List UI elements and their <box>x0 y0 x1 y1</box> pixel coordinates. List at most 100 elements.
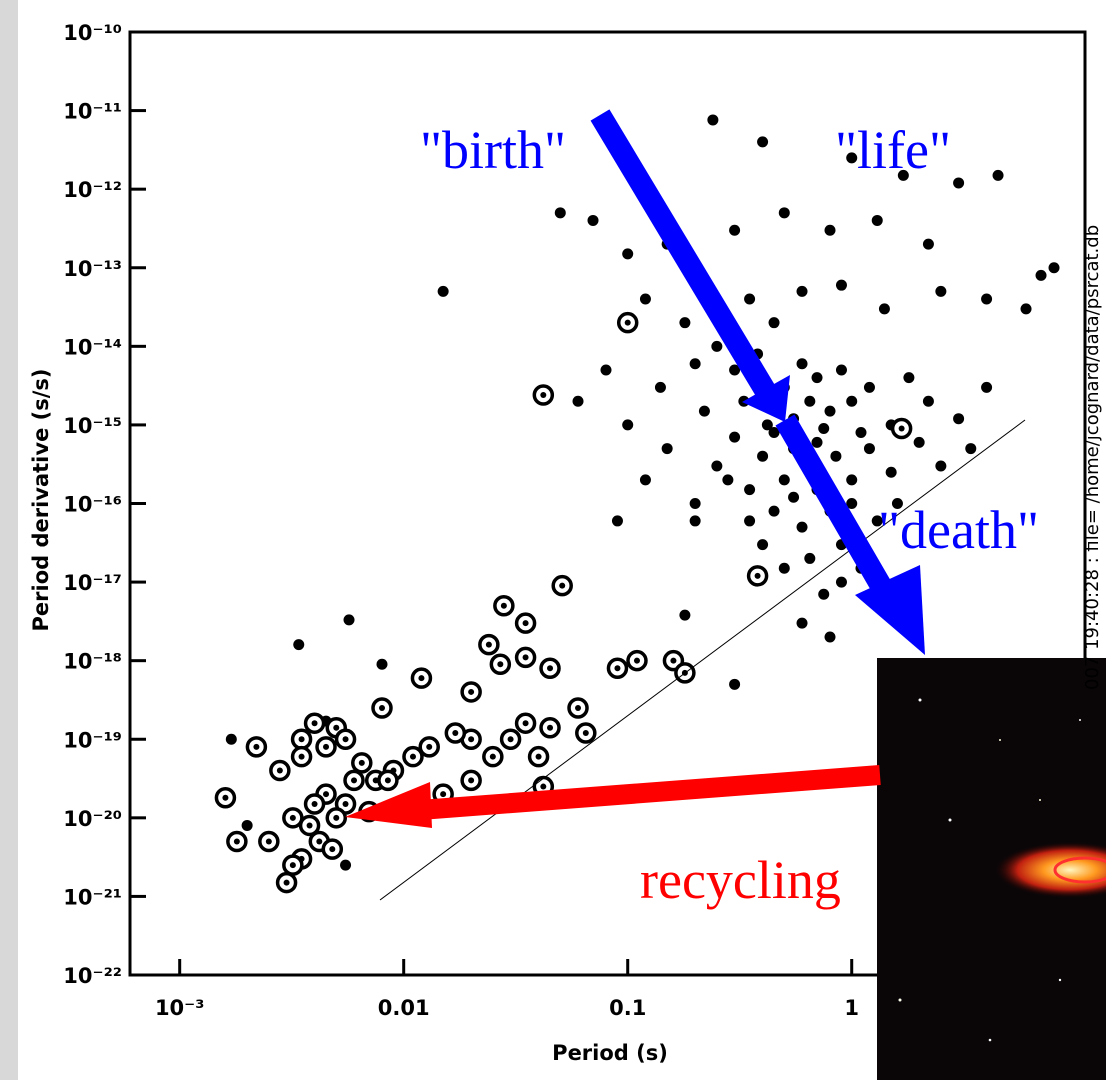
pulsar <box>761 419 773 431</box>
pulsar <box>744 484 756 496</box>
ring-center <box>311 800 318 807</box>
annotation: recycling <box>640 850 841 910</box>
pulsar <box>241 819 253 831</box>
ring-center <box>633 657 640 664</box>
pulsar <box>878 303 890 315</box>
binary-pulsar <box>343 769 365 792</box>
ring-center <box>323 743 330 750</box>
binary-pulsar <box>890 417 913 440</box>
binary-pulsar <box>275 871 298 894</box>
binary-pulsar <box>371 697 393 719</box>
pulsar <box>729 431 741 443</box>
pulsar <box>600 364 612 376</box>
ring-center <box>276 767 283 774</box>
pulsar <box>711 460 723 472</box>
pulsar <box>992 169 1004 181</box>
binary-pulsar <box>539 717 561 739</box>
binary-pulsar <box>551 574 573 597</box>
y-tick-label: 10⁻¹⁸ <box>63 650 122 674</box>
pulsar <box>811 436 823 448</box>
nebula-image <box>877 658 1106 1080</box>
pulsar <box>835 279 847 291</box>
y-tick-label: 10⁻¹⁵ <box>63 414 122 438</box>
pulsar <box>679 609 691 621</box>
ring-center <box>522 720 529 727</box>
ring-center <box>535 753 542 760</box>
ring-center <box>418 675 425 682</box>
ring-center <box>468 688 475 695</box>
binary-pulsar <box>567 697 589 719</box>
ring-center <box>333 724 340 731</box>
pulsar <box>757 539 769 551</box>
pulsar <box>711 340 723 352</box>
pulsar <box>778 207 790 219</box>
ring-center <box>547 724 554 731</box>
binary-pulsar <box>532 384 555 406</box>
ring-center <box>582 730 589 737</box>
binary-pulsar <box>214 787 237 809</box>
pulsar <box>863 443 875 455</box>
binary-pulsar <box>226 830 248 853</box>
pulsar <box>811 372 823 384</box>
ring-center <box>378 704 385 711</box>
ring-center <box>614 665 621 672</box>
pulsar <box>953 177 965 189</box>
binary-pulsar <box>282 854 304 876</box>
death-arrow <box>775 414 905 616</box>
pulsar <box>768 505 780 517</box>
pulsar <box>679 317 691 329</box>
pulsar <box>729 364 741 376</box>
binary-pulsar <box>606 657 629 680</box>
pulsar <box>804 395 816 407</box>
binary-pulsar <box>746 565 769 587</box>
pulsar <box>863 381 875 393</box>
annotation: "life" <box>835 120 951 180</box>
ring-center <box>351 777 358 784</box>
binary-pulsar <box>460 769 482 792</box>
ring-center <box>289 814 296 821</box>
birth-arrow <box>590 109 775 396</box>
pulsar <box>340 859 352 871</box>
ring-center <box>329 846 336 853</box>
binary-pulsar <box>334 728 357 750</box>
pulsar <box>778 474 790 486</box>
y-tick-label: 10⁻¹⁰ <box>63 21 122 45</box>
pulsar <box>830 450 842 462</box>
pulsar <box>689 358 701 370</box>
binary-pulsar <box>315 736 337 758</box>
arrow-head <box>742 375 790 422</box>
binary-pulsar <box>478 633 500 656</box>
ring-center <box>253 743 260 750</box>
y-tick-label: 10⁻²¹ <box>63 885 122 909</box>
pulsar <box>1048 262 1060 274</box>
pulsar <box>639 293 651 305</box>
pulsar <box>768 317 780 329</box>
pulsar <box>953 413 965 425</box>
ring-center <box>670 657 677 664</box>
pulsar <box>225 733 237 745</box>
ring-center <box>898 425 905 432</box>
ring-center <box>497 661 504 668</box>
binary-pulsar <box>514 712 537 734</box>
binary-pulsar <box>351 752 373 774</box>
binary-pulsar <box>321 838 344 860</box>
pulsar <box>611 515 623 527</box>
pulsar <box>965 443 977 455</box>
binary-pulsar <box>298 814 321 837</box>
binary-pulsar <box>460 681 482 703</box>
pulsar <box>1020 303 1032 315</box>
pulsar <box>796 285 808 297</box>
pulsar <box>757 450 769 462</box>
pulsar <box>981 293 993 305</box>
pulsar <box>846 152 858 164</box>
y-tick-label: 10⁻¹⁷ <box>63 571 122 595</box>
ring-center <box>306 822 313 829</box>
ring-center <box>409 753 416 760</box>
pulsar <box>437 285 449 297</box>
pulsar <box>796 617 808 629</box>
binary-pulsar <box>626 649 648 672</box>
death-line <box>379 419 1026 901</box>
pulsar <box>376 658 388 670</box>
